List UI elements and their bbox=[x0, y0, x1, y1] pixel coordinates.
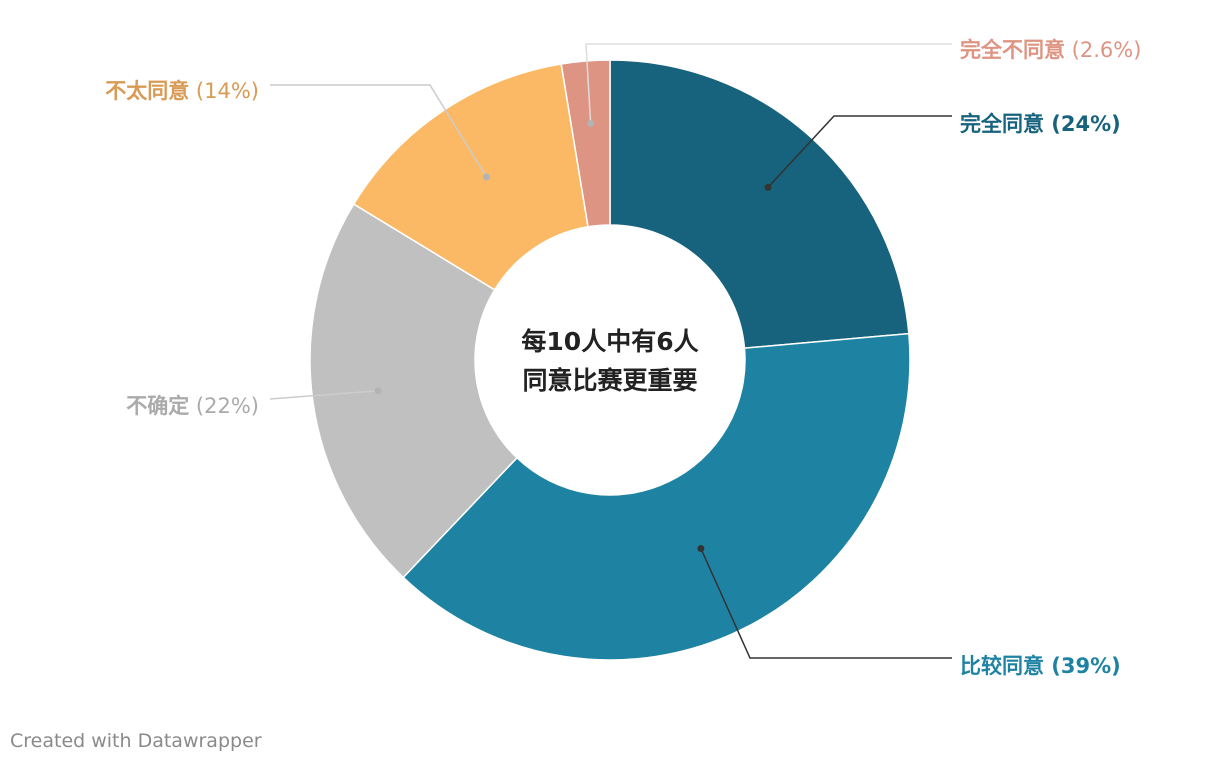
center-label-line-1: 每10人中有6人 bbox=[521, 327, 698, 356]
center-label-line-2: 同意比赛更重要 bbox=[522, 366, 697, 395]
slice-label-percent: (14%) bbox=[189, 79, 259, 103]
leader-line-3 bbox=[269, 390, 379, 400]
slice-label-5: 完全不同意 (2.6%) bbox=[960, 38, 1141, 62]
slice-label-percent: (24%) bbox=[1044, 112, 1121, 136]
slice-label-name: 完全不同意 bbox=[960, 38, 1065, 62]
slice-label-percent: (22%) bbox=[189, 394, 259, 418]
slice-label-3: 不确定 (22%) bbox=[126, 394, 259, 418]
leader-line-1 bbox=[767, 115, 952, 188]
slice-label-name: 不确定 bbox=[126, 394, 189, 418]
donut-hole bbox=[475, 225, 745, 495]
leader-dot-1 bbox=[764, 183, 772, 191]
slice-label-4: 不太同意 (14%) bbox=[105, 79, 259, 103]
leader-line-4 bbox=[270, 84, 488, 178]
leader-line-2 bbox=[700, 548, 952, 659]
datawrapper-credit[interactable]: Created with Datawrapper bbox=[10, 730, 262, 752]
slice-label-percent: (2.6%) bbox=[1065, 38, 1141, 62]
slice-label-1: 完全同意 (24%) bbox=[960, 112, 1121, 136]
leader-line-5 bbox=[585, 43, 952, 124]
leader-dot-4 bbox=[482, 173, 490, 181]
donut-slices bbox=[309, 59, 911, 661]
leader-dot-3 bbox=[374, 387, 382, 395]
slice-label-name: 比较同意 bbox=[960, 654, 1044, 678]
slice-label-percent: (39%) bbox=[1044, 654, 1121, 678]
leader-dot-2 bbox=[697, 544, 705, 552]
slice-label-2: 比较同意 (39%) bbox=[960, 654, 1121, 678]
slice-labels: 完全同意 (24%) 比较同意 (39%) 不确定 (22%) 不太同意 (14%) 完… bbox=[105, 38, 1141, 678]
slice-label-name: 完全同意 bbox=[960, 112, 1044, 136]
slice-label-name: 不太同意 bbox=[105, 79, 189, 103]
leader-dot-5 bbox=[587, 119, 595, 127]
leader-lines bbox=[269, 43, 952, 659]
